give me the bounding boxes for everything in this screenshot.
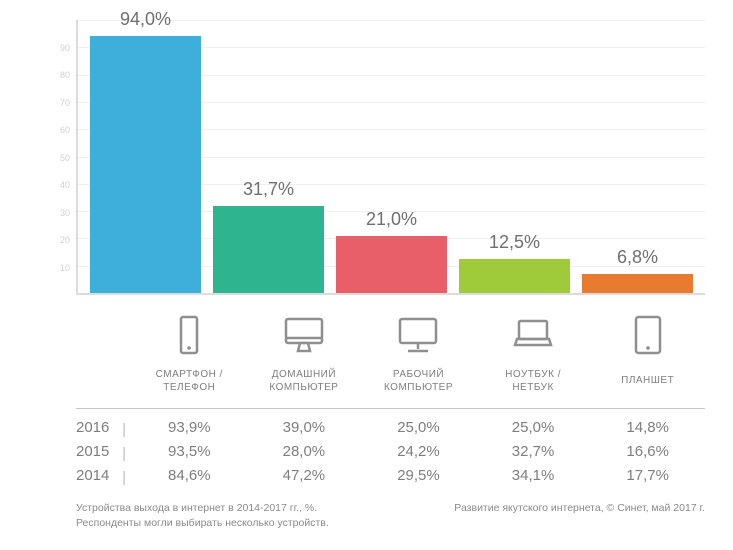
y-tick: 50 <box>60 153 70 163</box>
y-tick: 90 <box>60 43 70 53</box>
table-cell: 93,5% <box>132 443 247 460</box>
table-cell: 84,6% <box>132 467 247 484</box>
year-label: 2016| <box>76 419 132 436</box>
category-label: ПЛАНШЕТ <box>590 373 705 396</box>
smartphone-icon <box>132 311 247 364</box>
bar <box>213 206 324 293</box>
table-cell: 25,0% <box>476 419 591 436</box>
table-cell: 39,0% <box>247 419 362 436</box>
plot-area: 94,0%31,7%21,0%12,5%6,8% <box>76 20 705 295</box>
bar-slot: 94,0% <box>90 9 201 293</box>
table-row: 2014|84,6%47,2%29,5%34,1%17,7% <box>76 463 705 487</box>
bar-slot: 31,7% <box>213 179 324 293</box>
y-tick: 70 <box>60 98 70 108</box>
category-label: РАБОЧИЙКОМПЬЮТЕР <box>361 367 476 402</box>
table-cell: 29,5% <box>361 467 476 484</box>
bar-value-label: 6,8% <box>617 247 658 268</box>
bar-slot: 12,5% <box>459 232 570 293</box>
y-tick: 30 <box>60 208 70 218</box>
bar-value-label: 12,5% <box>489 232 540 253</box>
table-cell: 93,9% <box>132 419 247 436</box>
table-cell: 34,1% <box>476 467 591 484</box>
y-tick: 10 <box>60 263 70 273</box>
table-cell: 25,0% <box>361 419 476 436</box>
icon-row <box>76 307 705 367</box>
y-tick: 80 <box>60 70 70 80</box>
tablet-icon <box>590 311 705 364</box>
category-label-row: СМАРТФОН /ТЕЛЕФОНДОМАШНИЙКОМПЬЮТЕРРАБОЧИ… <box>76 367 705 402</box>
bar-chart: 102030405060708090 94,0%31,7%21,0%12,5%6… <box>76 20 705 295</box>
category-label: СМАРТФОН /ТЕЛЕФОН <box>132 367 247 402</box>
table-cell: 24,2% <box>361 443 476 460</box>
data-table: СМАРТФОН /ТЕЛЕФОНДОМАШНИЙКОМПЬЮТЕРРАБОЧИ… <box>76 307 705 487</box>
footer-note-line1: Устройства выхода в интернет в 2014-2017… <box>76 501 329 516</box>
table-cell: 17,7% <box>590 467 705 484</box>
laptop-icon <box>476 311 591 364</box>
table-cell: 28,0% <box>247 443 362 460</box>
table-row: 2016|93,9%39,0%25,0%25,0%14,8% <box>76 415 705 439</box>
footer-credit: Развитие якутского интернета, © Синет, м… <box>454 501 705 530</box>
bar-value-label: 31,7% <box>243 179 294 200</box>
footer: Устройства выхода в интернет в 2014-2017… <box>76 501 705 530</box>
bar-slot: 6,8% <box>582 247 693 293</box>
table-cell: 47,2% <box>247 467 362 484</box>
bar <box>582 274 693 293</box>
bar-value-label: 21,0% <box>366 209 417 230</box>
table-cell: 14,8% <box>590 419 705 436</box>
bar <box>336 236 447 293</box>
bar-slot: 21,0% <box>336 209 447 293</box>
monitor-icon <box>361 311 476 364</box>
table-cell: 32,7% <box>476 443 591 460</box>
table-divider <box>76 408 705 409</box>
y-tick: 20 <box>60 235 70 245</box>
table-row: 2015|93,5%28,0%24,2%32,7%16,6% <box>76 439 705 463</box>
table-cell: 16,6% <box>590 443 705 460</box>
bar <box>459 259 570 293</box>
category-label: НОУТБУК /НЕТБУК <box>476 367 591 402</box>
footer-note-line2: Респонденты могли выбирать несколько уст… <box>76 516 329 531</box>
desktop-imac-icon <box>247 311 362 364</box>
bar <box>90 36 201 293</box>
category-label: ДОМАШНИЙКОМПЬЮТЕР <box>247 367 362 402</box>
bar-value-label: 94,0% <box>120 9 171 30</box>
year-label: 2015| <box>76 443 132 460</box>
y-axis: 10 20 30 40 50 60 70 80 90 <box>46 20 74 295</box>
y-tick: 60 <box>60 125 70 135</box>
year-label: 2014| <box>76 467 132 484</box>
y-tick: 40 <box>60 180 70 190</box>
